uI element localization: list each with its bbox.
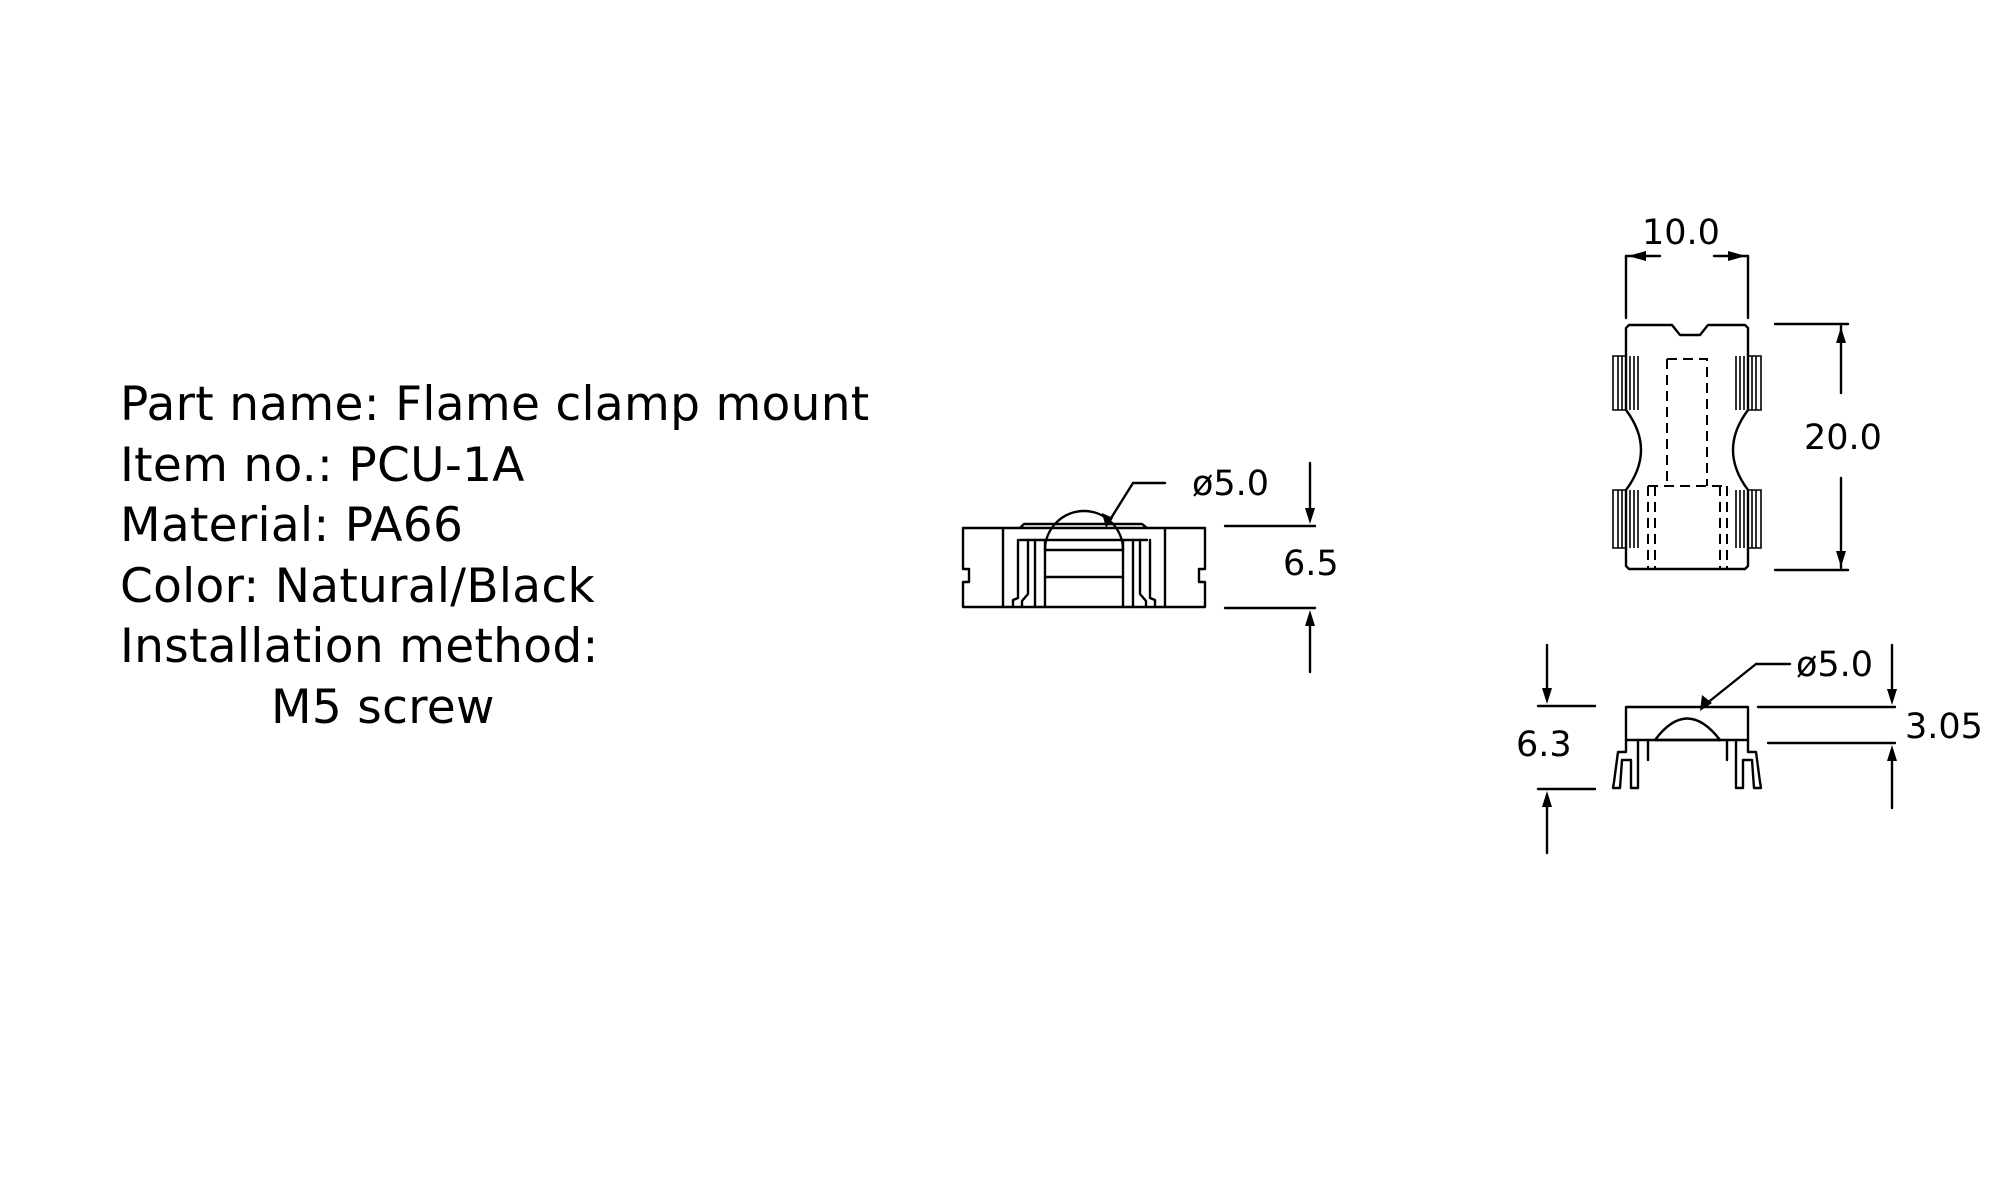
side-hole-dimension: ø5.0 — [1796, 645, 1873, 685]
front-hole-dimension: ø5.0 — [1192, 464, 1269, 504]
top-view: 10.0 20.0 — [1612, 213, 1882, 572]
side-height-dimension: 6.3 — [1516, 725, 1572, 765]
side-top-dimension: 3.05 — [1905, 707, 1983, 747]
front-height-dimension: 6.5 — [1283, 544, 1339, 584]
side-view: ø5.0 6.3 3.05 — [1516, 643, 1983, 855]
installation-method-value: M5 screw — [271, 679, 495, 735]
front-view: ø5.0 6.5 — [961, 461, 1339, 674]
top-width-dimension: 10.0 — [1642, 213, 1720, 253]
part-name: Part name: Flame clamp mount — [120, 377, 870, 432]
top-length-dimension: 20.0 — [1804, 418, 1882, 458]
color: Color: Natural/Black — [120, 558, 596, 614]
installation-method-label: Installation method: — [120, 619, 599, 674]
material: Material: PA66 — [120, 498, 464, 553]
spec-panel: Part name: Flame clamp mount Item no.: P… — [120, 375, 880, 738]
item-number: Item no.: PCU-1A — [120, 437, 525, 493]
